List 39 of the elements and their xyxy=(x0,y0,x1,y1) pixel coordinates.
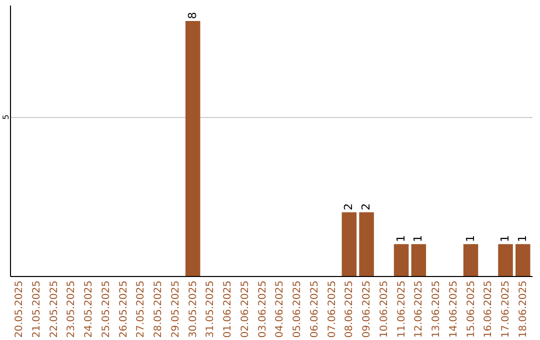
data-label: 1 xyxy=(394,235,408,242)
x-tick-label: 24.05.2025 xyxy=(84,280,95,338)
x-tick-label: 31.05.2025 xyxy=(205,280,216,338)
x-tick-label: 22.05.2025 xyxy=(48,280,60,338)
x-tick-label: 07.06.2025 xyxy=(326,280,338,338)
x-tick-label: 16.06.2025 xyxy=(483,280,494,338)
x-tick-label: 12.06.2025 xyxy=(414,280,425,338)
x-tick-label: 09.06.2025 xyxy=(362,280,373,338)
x-tick-label: 23.05.2025 xyxy=(66,280,78,338)
x-tick-label: 02.06.2025 xyxy=(240,280,251,338)
x-tick-label: 15.06.2025 xyxy=(466,280,477,338)
y-tick-label: 5 xyxy=(2,114,10,120)
x-tick-label: 21.05.2025 xyxy=(31,280,42,338)
x-tick-label: 06.06.2025 xyxy=(309,280,320,338)
x-tick-label: 28.05.2025 xyxy=(153,280,164,338)
x-tick-label: 29.05.2025 xyxy=(170,280,182,338)
x-tick-label: 13.06.2025 xyxy=(431,280,442,338)
x-tick-label: 14.06.2025 xyxy=(448,280,460,338)
x-tick-label: 03.06.2025 xyxy=(257,280,268,338)
x-tick-label: 20.05.2025 xyxy=(14,280,26,338)
data-label: 1 xyxy=(516,235,529,242)
data-label: 2 xyxy=(360,203,373,210)
x-tick-label: 10.06.2025 xyxy=(378,280,390,338)
x-tick-label: 08.06.2025 xyxy=(344,280,356,338)
x-tick-label: 11.06.2025 xyxy=(396,280,408,338)
data-label: 1 xyxy=(464,235,477,242)
x-tick-label: 17.06.2025 xyxy=(500,280,512,338)
x-tick-label: 01.06.2025 xyxy=(222,280,234,338)
x-tick-label: 27.05.2025 xyxy=(136,280,147,338)
data-label: 1 xyxy=(498,235,512,242)
data-label: 1 xyxy=(412,235,425,242)
data-label: 8 xyxy=(186,12,199,19)
data-label: 2 xyxy=(342,203,356,210)
x-tick-label: 05.06.2025 xyxy=(292,280,304,338)
x-tick-label: 18.06.2025 xyxy=(518,280,529,338)
x-tick-label: 26.05.2025 xyxy=(118,280,130,338)
x-tick-label: 30.05.2025 xyxy=(188,280,199,338)
x-tick-label: 25.05.2025 xyxy=(100,280,112,338)
x-tick-label: 04.06.2025 xyxy=(274,280,286,338)
